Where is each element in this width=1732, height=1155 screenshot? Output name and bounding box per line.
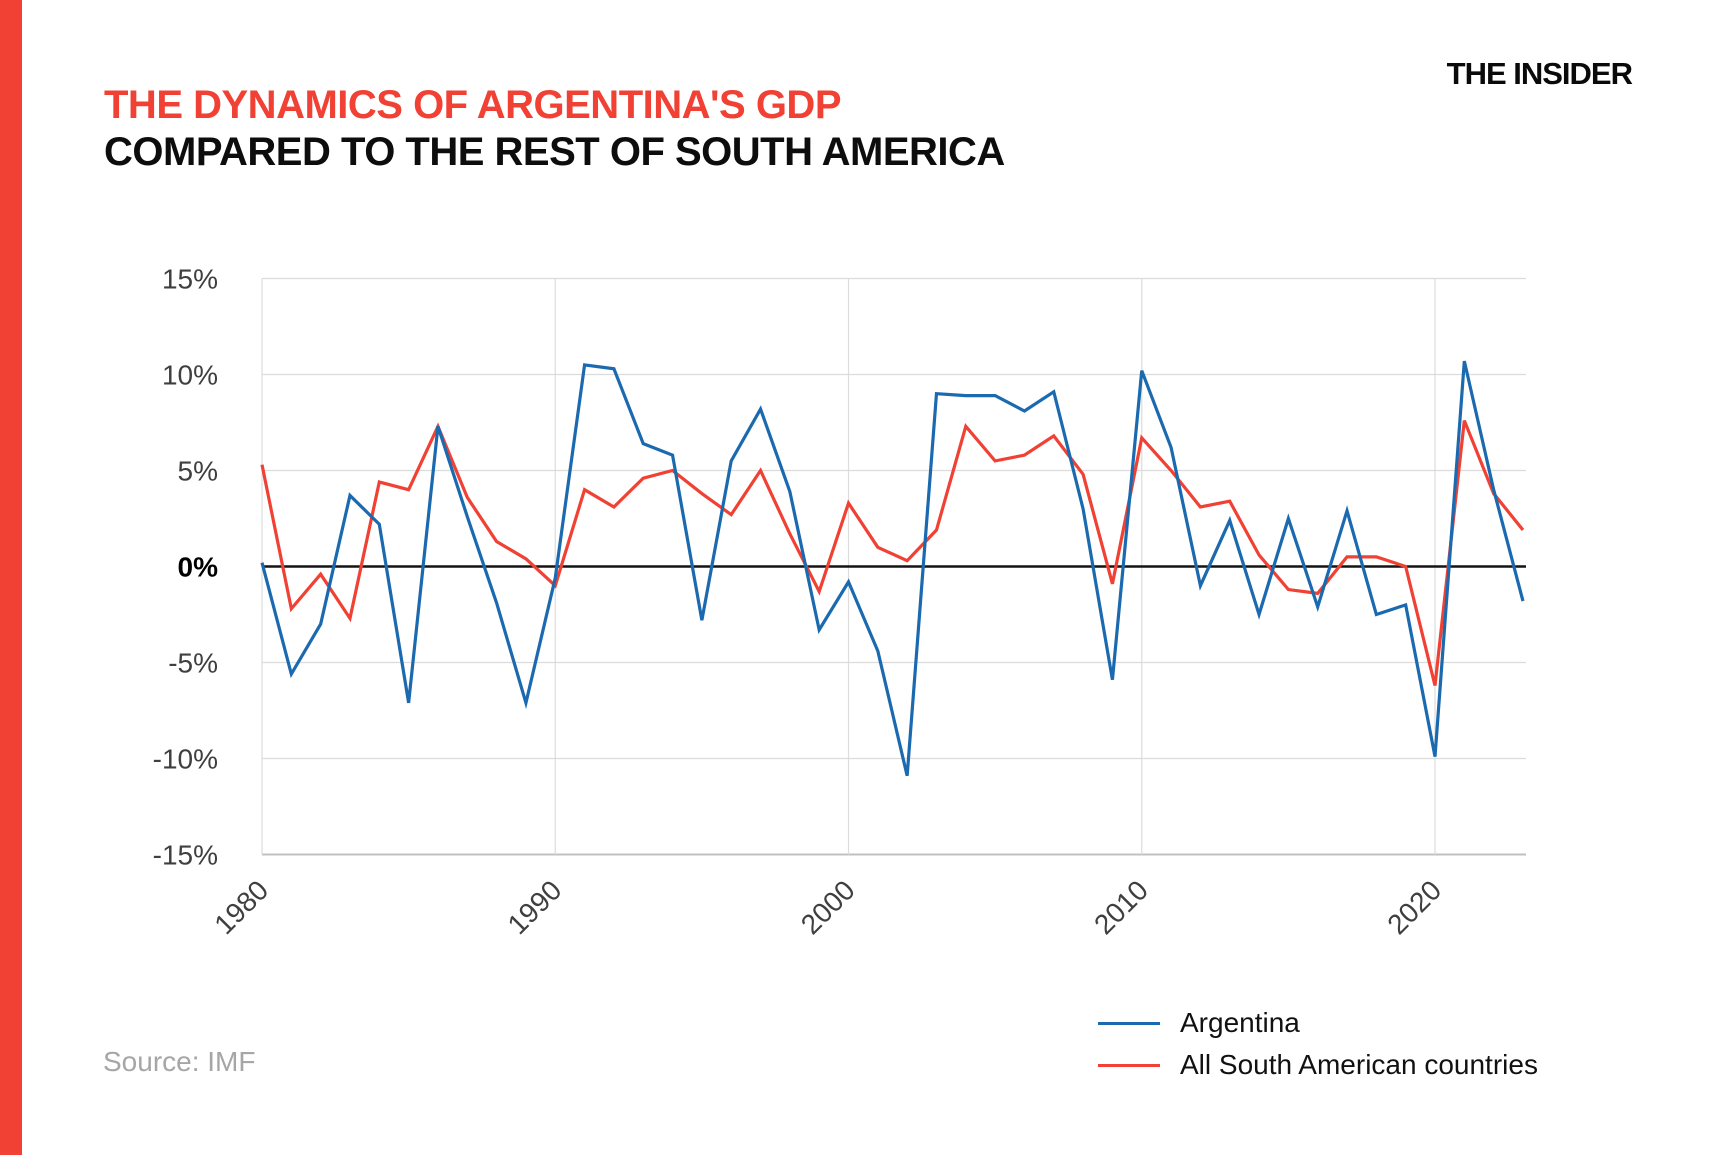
chart-titles: THE DYNAMICS OF ARGENTINA'S GDP COMPARED… — [104, 82, 1005, 176]
y-tick-label-0: 0% — [178, 552, 219, 583]
legend-item-south-america: All South American countries — [1098, 1044, 1538, 1086]
left-accent-bar — [0, 0, 22, 1155]
south-america-line-swatch — [1098, 1063, 1160, 1067]
source-credit: Source: IMF — [103, 1046, 256, 1077]
x-tick-label-1980: 1980 — [208, 874, 274, 940]
legend-label-south-america: All South American countries — [1180, 1049, 1538, 1080]
legend-label-argentina: Argentina — [1180, 1007, 1300, 1038]
x-tick-label-2010: 2010 — [1088, 874, 1154, 940]
series-line-argentina — [260, 360, 1525, 777]
x-tick-label-2000: 2000 — [795, 874, 861, 940]
title-line-2: COMPARED TO THE REST OF SOUTH AMERICA — [104, 130, 1005, 174]
brand-logo: THE INSIDER — [1446, 56, 1633, 91]
legend-item-argentina: Argentina — [1098, 1002, 1538, 1044]
title-line-1: THE DYNAMICS OF ARGENTINA'S GDP — [104, 83, 841, 127]
y-tick-label--15: -15% — [153, 840, 218, 871]
chart-legend: Argentina All South American countries — [1098, 1002, 1538, 1086]
x-tick-label-1990: 1990 — [502, 874, 568, 940]
y-tick-label-15: 15% — [162, 264, 218, 295]
x-tick-label-2020: 2020 — [1381, 874, 1447, 940]
y-tick-label--10: -10% — [153, 744, 218, 775]
y-tick-label-10: 10% — [162, 360, 218, 391]
y-tick-label-5: 5% — [178, 456, 218, 487]
argentina-line-swatch — [1098, 1021, 1160, 1025]
y-tick-label--5: -5% — [168, 648, 218, 679]
